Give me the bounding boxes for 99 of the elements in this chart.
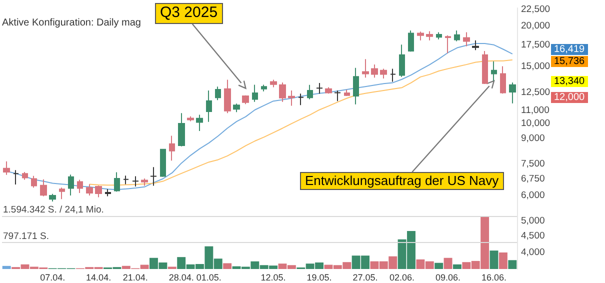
y-tick-label: 17,500 (521, 39, 550, 50)
candlestick (436, 32, 442, 40)
x-tick-label: 16.06. (481, 272, 507, 282)
candlestick (114, 172, 120, 192)
candlestick (215, 86, 221, 101)
annotation: Entwicklungsauftrag der US Navy (300, 172, 504, 190)
candlestick (270, 79, 277, 88)
x-tick-label: 02.06. (390, 272, 415, 282)
candlestick (68, 174, 74, 196)
y-tick-label: 20,000 (521, 20, 550, 32)
text: 15,736 (551, 56, 588, 67)
candlestick (178, 112, 185, 147)
candlestick (141, 178, 148, 186)
y-tick-label: 9,000 (521, 132, 545, 144)
candlestick (233, 103, 240, 113)
candlestick (86, 184, 93, 196)
candlestick (491, 60, 497, 82)
candlestick (334, 90, 341, 102)
candlestick (196, 114, 203, 132)
bar (444, 258, 452, 269)
candlestick (454, 30, 460, 42)
candlestick (150, 166, 157, 186)
x-tick-label: 01.05. (196, 272, 222, 282)
ref-line-label: 1.594.342 S. / 24,1 Mio. (3, 204, 104, 216)
candlestick (187, 116, 194, 122)
candlestick (261, 84, 267, 92)
line-series (88, 59, 513, 186)
annotation: Q3 2025 (155, 3, 223, 24)
candlestick (417, 31, 424, 41)
x-tick-label: 09.06. (436, 272, 461, 282)
candlestick (77, 179, 83, 194)
candlestick (59, 187, 65, 200)
y-tick-label: 4,000 (521, 247, 545, 258)
text: 12,000 (551, 92, 588, 103)
x-tick-label: 27.05. (352, 272, 378, 282)
candlestick (316, 82, 323, 94)
candlestick (482, 50, 488, 84)
y-tick-label: 15,000 (521, 61, 550, 72)
candlestick (353, 67, 359, 105)
ref-line-label: 797.171 S. (3, 231, 49, 242)
x-tick-label: 12.05. (260, 272, 286, 282)
candlestick (500, 66, 506, 94)
candlestick (371, 64, 378, 78)
candlestick (169, 135, 175, 162)
candlestick (160, 148, 166, 178)
candlestick (224, 79, 231, 114)
candlestick (408, 30, 414, 52)
candlestick (325, 86, 332, 94)
text: 13,340 (551, 76, 588, 87)
candlestick (472, 40, 479, 51)
candlestick (252, 84, 258, 102)
bar (223, 263, 232, 269)
x-tick-label: 21.04. (122, 272, 148, 282)
candlestick (362, 58, 369, 78)
candlestick (307, 84, 313, 100)
candlestick (344, 89, 350, 97)
text: Aktive Konfiguration: Daily mag (2, 18, 141, 28)
bar (508, 260, 517, 269)
candlestick (399, 44, 405, 78)
bar (434, 262, 444, 269)
y-tick-label: 7,500 (521, 158, 545, 170)
candlestick (123, 175, 129, 185)
candlestick (445, 34, 451, 54)
x-tick-label: 07.04. (40, 272, 66, 282)
candlestick (105, 188, 111, 197)
x-tick-label: 28.04. (168, 272, 194, 282)
candlestick (132, 176, 139, 187)
candlestick (49, 193, 56, 202)
y-tick-label: 11,000 (521, 104, 550, 116)
candlestick (31, 175, 37, 188)
candlestick (95, 185, 102, 198)
candlestick (40, 178, 47, 197)
y-tick-label: 22,500 (521, 4, 550, 16)
candlestick (380, 68, 387, 80)
candlestick (463, 32, 470, 47)
candlestick (242, 94, 249, 105)
candlestick (13, 170, 19, 185)
candlestick (206, 90, 212, 122)
candlestick (509, 82, 516, 104)
bar (490, 250, 498, 269)
candlestick (288, 90, 295, 106)
candlestick (426, 30, 433, 41)
candlestick (3, 160, 10, 176)
x-tick-label: 19.05. (306, 272, 332, 282)
y-tick-label: 6,750 (521, 173, 545, 184)
candlestick (22, 172, 28, 180)
text: 16,419 (551, 44, 588, 55)
bar (452, 264, 462, 269)
y-tick-label: 4,500 (521, 230, 545, 242)
candlestick (390, 68, 396, 82)
y-tick-label: 10,000 (521, 118, 550, 130)
candlestick (279, 82, 286, 102)
bar (498, 252, 508, 269)
x-tick-label: 14.04. (86, 272, 112, 282)
bar (2, 266, 11, 269)
y-tick-label: 5,000 (521, 216, 545, 227)
y-tick-label: 12,500 (521, 86, 550, 98)
y-tick-label: 6,000 (521, 190, 545, 202)
candlestick (298, 93, 304, 106)
